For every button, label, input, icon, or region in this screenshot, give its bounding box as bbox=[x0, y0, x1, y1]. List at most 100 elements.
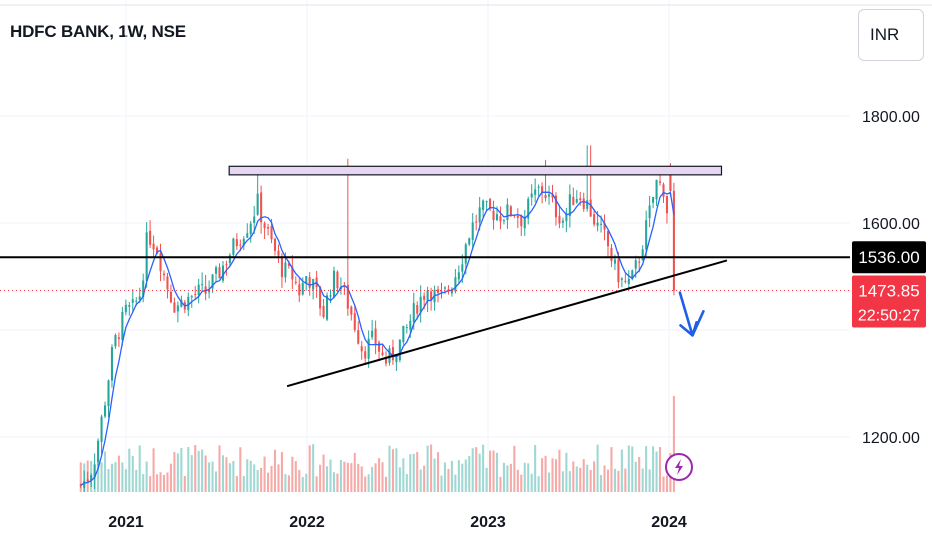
volume-bar bbox=[665, 475, 669, 492]
candle-body bbox=[638, 261, 641, 263]
candle-body bbox=[482, 200, 485, 210]
candle-body bbox=[523, 216, 526, 229]
candle-body bbox=[537, 186, 540, 188]
volume-bar bbox=[478, 453, 481, 492]
volume-bar bbox=[423, 465, 426, 492]
volume-bar bbox=[301, 476, 304, 492]
candle-body bbox=[603, 222, 606, 230]
candle-body bbox=[568, 194, 571, 217]
candle-body bbox=[329, 295, 332, 297]
volume-bar bbox=[128, 448, 131, 492]
candle-body bbox=[211, 274, 214, 289]
candle-body bbox=[350, 306, 353, 315]
candle-body bbox=[246, 233, 249, 238]
volume-bar bbox=[627, 445, 630, 492]
candle-body bbox=[360, 346, 363, 352]
candle-body bbox=[90, 475, 93, 481]
volume-bar bbox=[194, 445, 197, 492]
volume-bar bbox=[249, 460, 252, 492]
volume-bar bbox=[638, 456, 641, 492]
volume-bar bbox=[211, 461, 214, 492]
volume-bar bbox=[235, 476, 238, 492]
candle-body bbox=[291, 266, 294, 280]
volume-bar bbox=[339, 459, 342, 492]
volume-bar bbox=[482, 444, 485, 492]
candle-body bbox=[156, 247, 159, 254]
volume-bar bbox=[298, 469, 301, 492]
volume-bar bbox=[634, 461, 637, 492]
volume-bar bbox=[600, 475, 603, 492]
candle-body bbox=[280, 257, 283, 278]
volume-bar bbox=[277, 464, 280, 492]
volume-bar bbox=[582, 459, 585, 492]
volume-bar bbox=[572, 461, 575, 492]
volume-bar bbox=[319, 464, 322, 492]
candle-body bbox=[416, 305, 419, 314]
volume-bar bbox=[672, 396, 675, 492]
volume-bar bbox=[180, 447, 183, 492]
candle-body bbox=[655, 179, 658, 200]
candle-body bbox=[652, 197, 655, 203]
candle-body bbox=[79, 484, 82, 486]
candle-body bbox=[284, 262, 287, 278]
volume-bar bbox=[378, 458, 381, 492]
candle-body bbox=[128, 305, 131, 307]
candle-body bbox=[187, 296, 190, 310]
volume-bar bbox=[124, 469, 127, 492]
candle-body bbox=[489, 198, 492, 209]
candle-body bbox=[336, 271, 339, 289]
candle-body bbox=[454, 277, 457, 292]
volume-bar bbox=[159, 472, 162, 492]
price-tick-label: 1200.00 bbox=[862, 430, 920, 447]
candle-body bbox=[648, 205, 651, 219]
volume-bar bbox=[332, 472, 336, 492]
volume-bar bbox=[114, 462, 117, 492]
volume-bar bbox=[322, 454, 325, 492]
volume-bar bbox=[430, 444, 433, 492]
candle-body bbox=[398, 339, 401, 361]
volume-bar bbox=[475, 447, 478, 492]
candle-body bbox=[516, 215, 519, 218]
currency-selector-button[interactable]: INR bbox=[858, 9, 924, 61]
candle-body bbox=[138, 296, 141, 300]
candle-body bbox=[534, 189, 537, 195]
candle-body bbox=[117, 337, 120, 340]
volume-bar bbox=[603, 465, 606, 492]
volume-bar bbox=[468, 455, 471, 492]
candle-body bbox=[645, 220, 648, 250]
volume-bar bbox=[391, 449, 394, 492]
candle-body bbox=[554, 195, 558, 218]
volume-bar bbox=[485, 467, 488, 492]
candle-body bbox=[391, 347, 394, 361]
volume-bar bbox=[384, 476, 388, 492]
volume-bar bbox=[520, 474, 523, 492]
candle-body bbox=[450, 289, 453, 294]
candle-body bbox=[665, 195, 669, 214]
volume-bar bbox=[263, 456, 266, 492]
volume-bar bbox=[613, 468, 616, 492]
candle-body bbox=[107, 380, 110, 407]
candle-body bbox=[214, 267, 218, 274]
volume-bar bbox=[523, 462, 526, 492]
candle-body bbox=[419, 296, 422, 313]
candle-body bbox=[662, 184, 665, 197]
volume-bar bbox=[308, 445, 311, 492]
last-price-text: 1473.85 bbox=[858, 281, 919, 300]
price-tick-label: 1800.00 bbox=[862, 109, 920, 126]
volume-bar bbox=[534, 445, 537, 492]
volume-bar bbox=[239, 447, 242, 492]
candle-body bbox=[253, 216, 256, 223]
volume-bar bbox=[336, 473, 339, 492]
volume-bar bbox=[579, 467, 582, 492]
volume-bar bbox=[312, 444, 315, 492]
volume-bar bbox=[409, 454, 412, 492]
volume-bar bbox=[551, 458, 554, 492]
candle-body bbox=[152, 243, 155, 250]
level-price-label bbox=[852, 241, 926, 274]
symbol-title: HDFC BANK, 1W, NSE bbox=[10, 22, 186, 41]
candle-body bbox=[242, 238, 245, 246]
volume-bar bbox=[596, 444, 599, 492]
volume-bar bbox=[374, 463, 377, 492]
resistance-zone bbox=[228, 165, 723, 176]
